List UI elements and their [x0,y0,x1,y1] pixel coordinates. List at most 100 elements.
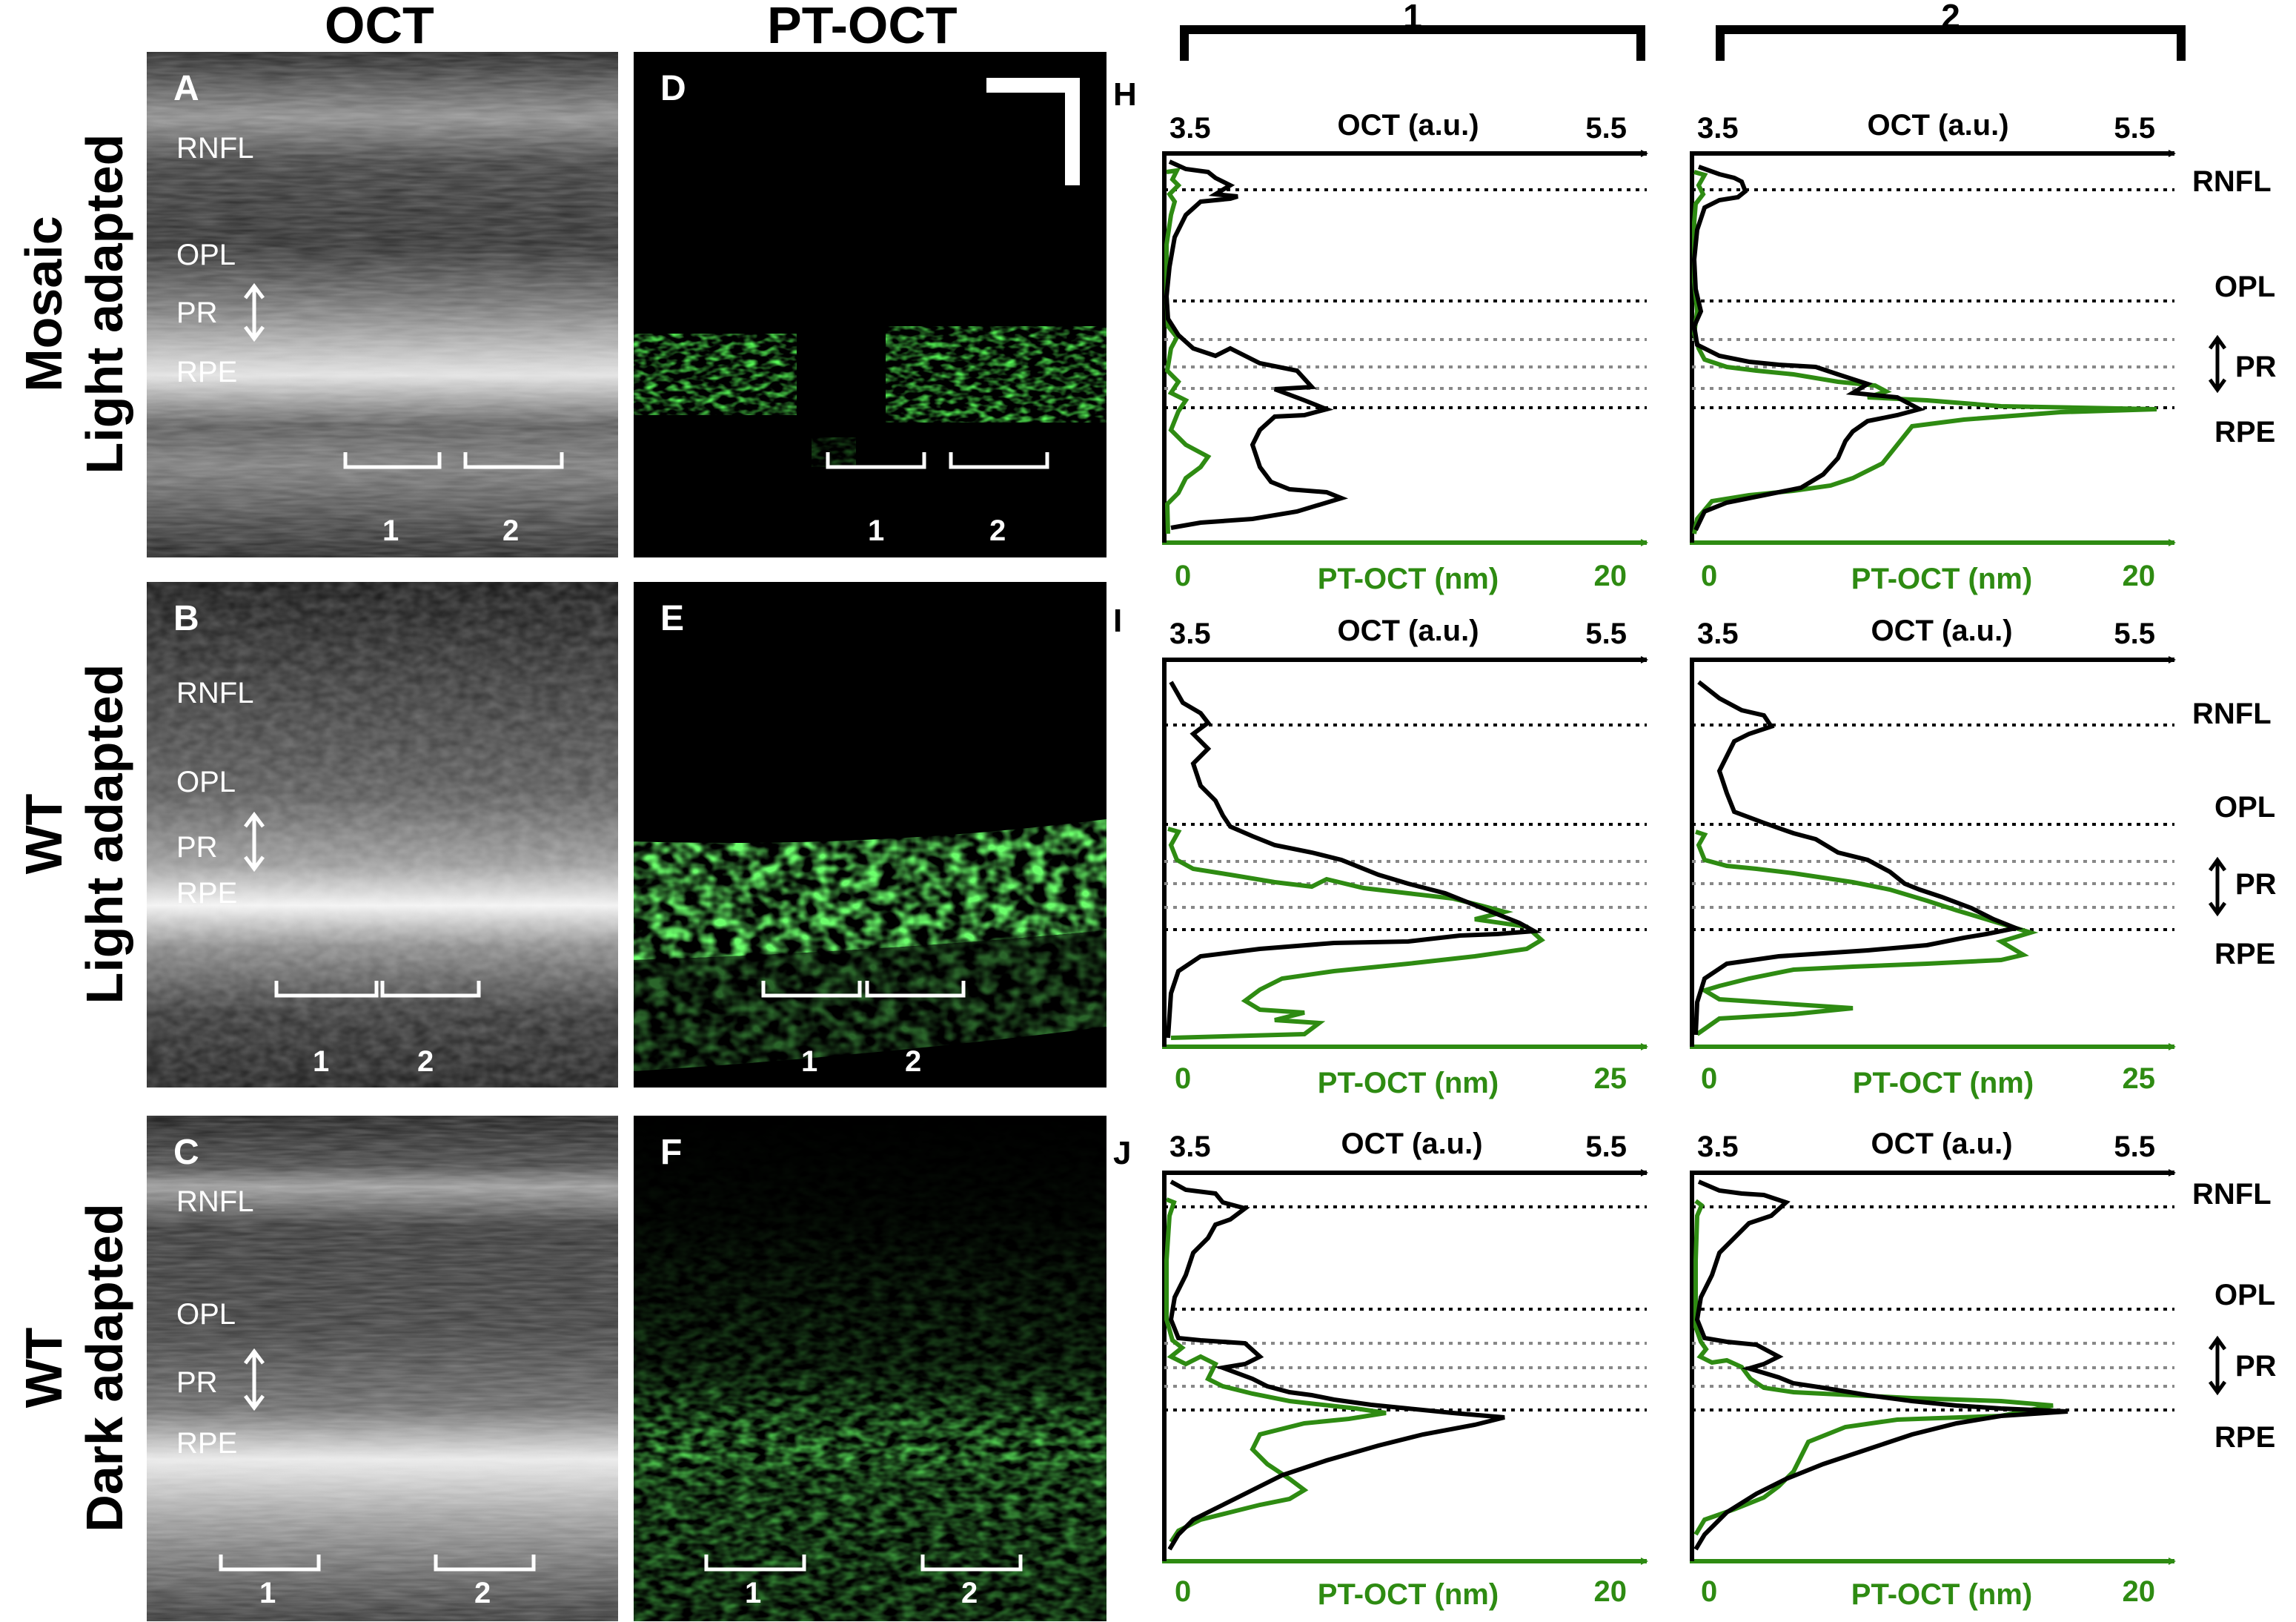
ptoct-axis-title: PT-OCT (nm) [1318,1067,1499,1099]
layer-label-opl: OPL [2214,791,2275,824]
bracket-label-1: 1 [259,1577,276,1609]
layer-label-rnfl: RNFL [176,677,254,709]
layer-label-rnfl: RNFL [176,1185,254,1218]
ptoct-axis-title: PT-OCT (nm) [1853,1067,2034,1099]
oct-profile [1166,681,1542,1039]
layer-label-rpe: RPE [2214,938,2275,970]
ptoct-axis-min: 0 [1175,1575,1191,1608]
arrow-heads [244,811,265,873]
annotation-overlay [244,811,481,998]
layer-label-pr: PR [2235,868,2277,901]
panel-letter-c: C [173,1133,199,1172]
layer-label-opl: OPL [2214,1279,2275,1311]
panel-letter-d: D [660,69,686,108]
panel-letter-a: A [173,69,199,108]
oct-axis-min: 3.5 [1169,618,1211,650]
pr-double-arrow [2208,334,2227,394]
layer-label-rnfl: RNFL [2192,1178,2272,1211]
column-label-2: 2 [1941,0,1960,36]
oct-axis-title: OCT (a.u.) [1871,1128,2012,1160]
ptoct-axis-title: PT-OCT (nm) [1318,563,1499,595]
oct-axis-title: OCT (a.u.) [1341,1128,1482,1160]
column-header-oct: OCT [325,0,434,54]
bracket-label-2: 2 [502,514,520,547]
ptoct-axis-min: 0 [1701,560,1717,592]
oct-axis-min: 3.5 [1697,1131,1739,1163]
bracket-region-1 [761,981,862,998]
ptoct-profile [1167,827,1546,1040]
bracket-region-1 [704,1555,806,1572]
arrow-heads [244,282,265,342]
panel-letter-h: H [1113,76,1137,113]
ptoct-profile [1691,170,2157,534]
ptoct-axis-title: PT-OCT (nm) [1318,1578,1499,1611]
annotation-overlay [244,282,564,469]
oct-image-b [147,582,618,1088]
bracket-region-1 [219,1555,321,1572]
ptoct-axis-min: 0 [1701,1575,1717,1608]
oct-profile [1693,1179,2068,1551]
ptoct-axis-min: 0 [1701,1062,1717,1095]
oct-image-c [147,1116,618,1621]
bracket-region-1 [826,452,926,469]
layer-label-pr: PR [2235,351,2277,383]
ptoct-axis-min: 0 [1175,1062,1191,1095]
annotation-overlay [219,1348,536,1572]
bracket-label-1: 1 [801,1045,818,1078]
ptoct-image-e [634,582,1106,1088]
layer-label-pr: PR [176,831,218,864]
column-label-1: 1 [1403,0,1422,36]
ptoct-axis-title: PT-OCT (nm) [1851,563,2032,595]
ptoct-profile [1695,830,2039,1036]
oct-axis-max: 5.5 [2114,112,2155,145]
plot-j2: 3.5 OCT (a.u.) 5.5 0 PT-OCT (nm) 20 [1690,1128,2176,1611]
plot-i2: 3.5 OCT (a.u.) 5.5 0 PT-OCT (nm) 25 [1690,615,2176,1099]
layer-label-pr: PR [176,1366,218,1399]
bracket-region-1 [343,452,442,469]
ptoct-profile [1164,168,1212,534]
ptoct-axis-max: 25 [1594,1062,1628,1095]
bracket-label-1: 1 [313,1045,330,1078]
bracket-region-2 [865,981,966,998]
oct-axis-title: OCT (a.u.) [1867,109,2008,142]
bracket-label-2: 2 [417,1045,434,1078]
oct-axis-max: 5.5 [2114,1131,2155,1163]
oct-axis-min: 3.5 [1169,1131,1211,1163]
layer-label-opl: OPL [176,766,236,798]
pr-double-arrow [2208,856,2227,917]
bracket-label-2: 2 [905,1045,922,1078]
panel-letter-f: F [660,1133,683,1172]
oct-axis-title: OCT (a.u.) [1337,615,1479,647]
plot-h2: 3.5 OCT (a.u.) 5.5 0 PT-OCT (nm) 20 [1690,109,2176,595]
bracket-label-1: 1 [745,1577,762,1609]
layer-label-opl: OPL [176,1298,236,1331]
ptoct-image-f [634,1116,1106,1621]
ptoct-axis-max: 20 [2123,560,2156,592]
column-bracket-1 [1180,25,1645,61]
scale-bar [986,78,1080,185]
annotation-overlay [761,981,966,998]
layer-label-pr: PR [176,297,218,329]
oct-axis-min: 3.5 [1169,112,1211,145]
oct-profile [1693,680,2024,1036]
bracket-region-2 [434,1555,536,1572]
oct-axis-max: 5.5 [1585,618,1627,650]
bracket-label-2: 2 [961,1577,978,1609]
ptoct-image-panel-e: E 1 2 [634,582,1106,1088]
annotation-overlay [826,78,1080,469]
ptoct-image-d [634,52,1106,557]
oct-image-panel-b: B RNFL OPL PR RPE 1 2 [147,582,618,1088]
ptoct-image-panel-d: D 1 2 [634,52,1106,557]
ptoct-image-panel-f: F 1 2 [634,1116,1106,1621]
ptoct-profile [1164,1197,1387,1543]
layer-label-rnfl: RNFL [176,132,254,165]
bracket-label-2: 2 [474,1577,491,1609]
layer-label-rnfl: RNFL [2192,698,2272,730]
oct-profile [1167,1179,1505,1551]
bracket-label-1: 1 [868,514,885,547]
column-header-ptoct: PT-OCT [767,0,958,54]
annotation-overlay [704,1555,1023,1572]
oct-profile [1691,165,1926,532]
bracket-region-2 [380,981,481,998]
